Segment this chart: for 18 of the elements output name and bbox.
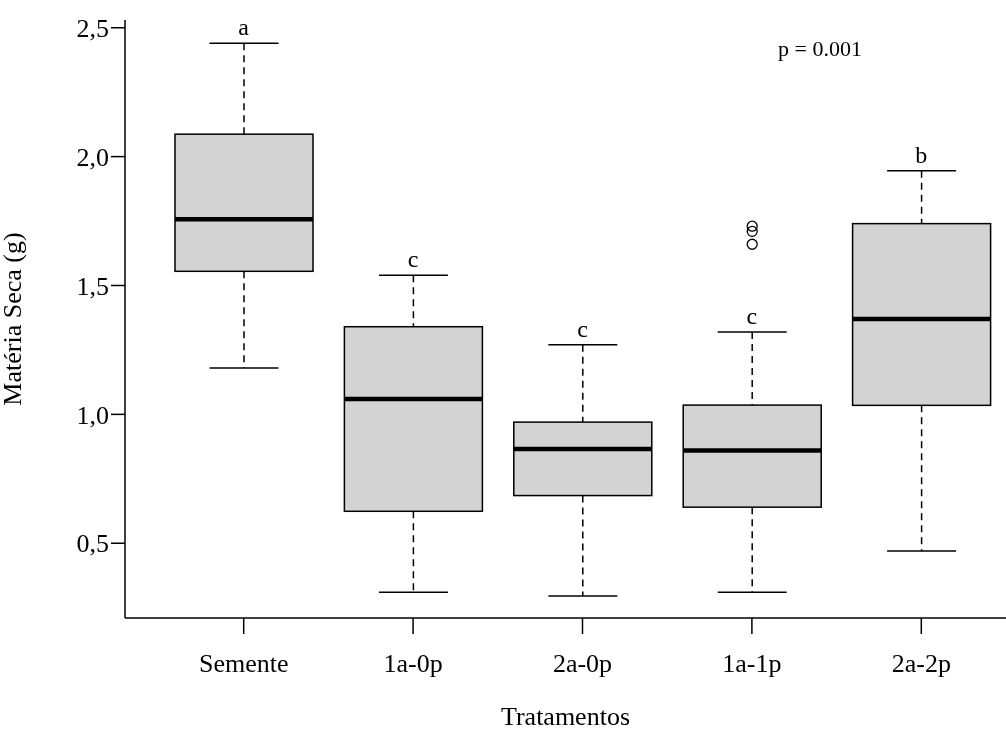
y-tick-label: 0,5 xyxy=(76,529,109,559)
x-tick-label: 2a-0p xyxy=(552,649,613,679)
x-tick-label: 1a-1p xyxy=(722,649,782,679)
x-tick-label: 1a-0p xyxy=(383,649,443,679)
annotation: b xyxy=(915,141,928,168)
x-tick-label: 2a-2p xyxy=(891,649,951,679)
annotation: c xyxy=(746,302,758,329)
x-axis-title: Tratamentos xyxy=(500,702,631,729)
y-tick-label: 2,5 xyxy=(76,13,109,43)
annotation: a xyxy=(238,14,250,41)
annotation: c xyxy=(577,315,588,342)
y-tick-label: 1,5 xyxy=(76,271,109,301)
annotation: p = 0.001 xyxy=(778,36,862,62)
y-tick-label: 1,0 xyxy=(76,400,109,430)
x-tick-label: Semente xyxy=(198,649,289,679)
y-tick-label: 2,0 xyxy=(76,142,109,172)
annotation: c xyxy=(407,246,419,273)
y-axis-title: Matéria Seca (g) xyxy=(0,232,28,406)
